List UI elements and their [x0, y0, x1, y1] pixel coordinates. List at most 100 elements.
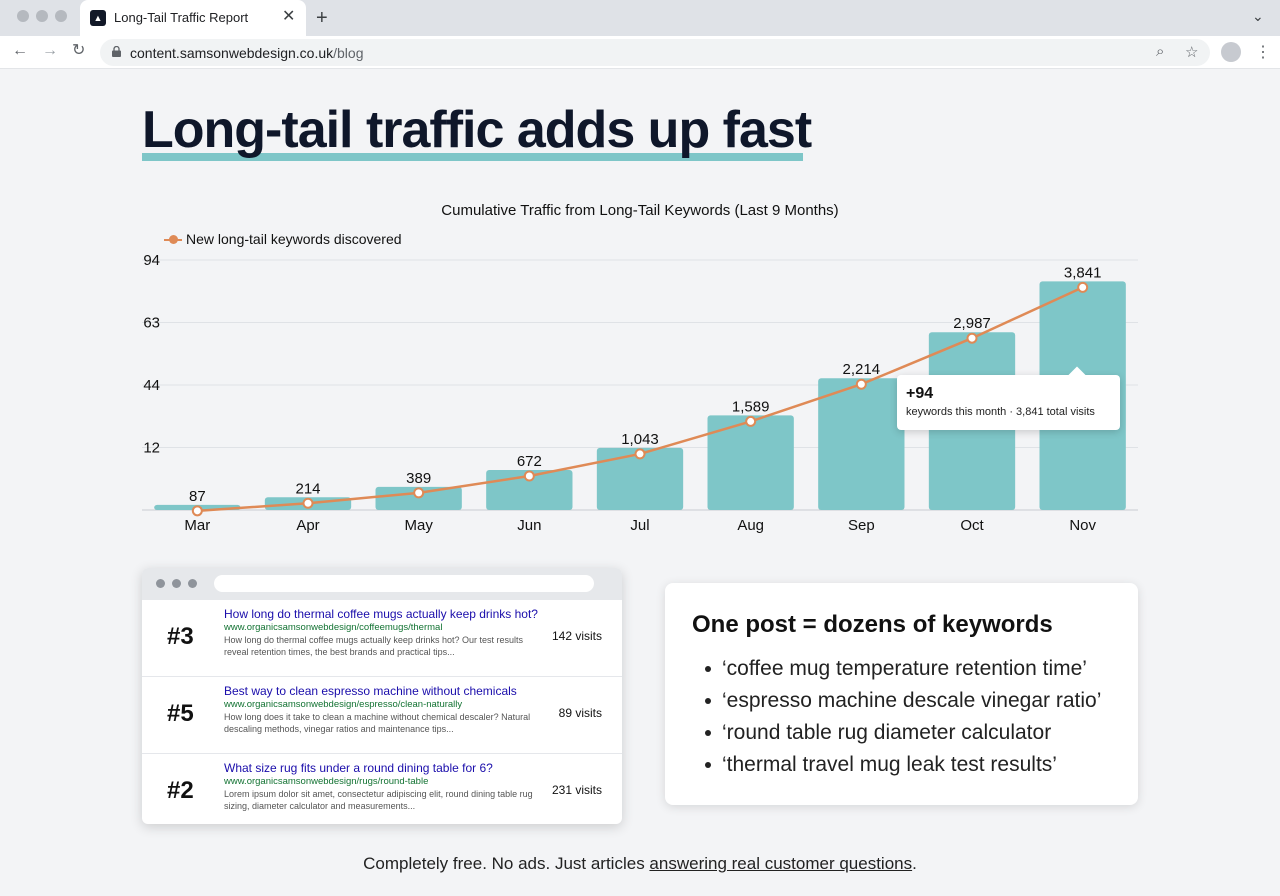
- mock-window-dot: [172, 579, 181, 588]
- bullet-icon: [705, 730, 711, 736]
- search-result[interactable]: #5 Best way to clean espresso machine wi…: [142, 678, 622, 754]
- x-tick-label: Oct: [960, 517, 984, 534]
- star-icon[interactable]: ☆: [1185, 44, 1199, 61]
- footer-link[interactable]: answering real customer questions: [649, 854, 913, 873]
- favicon-icon: ▲: [90, 10, 106, 26]
- keywords-card-title: One post = dozens of keywords: [692, 611, 1053, 638]
- x-tick-label: Sep: [848, 517, 875, 534]
- result-url: www.organicsamsonwebdesign/rugs/round-ta…: [224, 776, 429, 787]
- data-label: 389: [406, 470, 431, 487]
- footer-text: Completely free. No ads. Just articles: [363, 854, 650, 873]
- chart-tooltip: +94 keywords this month · 3,841 total vi…: [897, 366, 1120, 430]
- url-text: content.samsonwebdesign.co.uk/blog: [130, 45, 363, 61]
- chart-title: Cumulative Traffic from Long-Tail Keywor…: [441, 202, 839, 219]
- headline-underline: [142, 153, 803, 161]
- line-point: [855, 378, 867, 390]
- browser-tab-bar: ▲ Long-Tail Traffic Report ✕ + ⌄: [0, 0, 1280, 36]
- bullet-icon: [705, 698, 711, 704]
- data-label: 672: [517, 453, 542, 470]
- url-path: /blog: [333, 45, 364, 61]
- window-close-dot[interactable]: [17, 10, 29, 22]
- mock-browser-bar: [142, 568, 622, 600]
- x-tick-label: Aug: [737, 517, 764, 534]
- keyword-text: ‘thermal travel mug leak test results’: [722, 753, 1057, 776]
- line-point: [1077, 281, 1089, 293]
- window-minimize-dot[interactable]: [36, 10, 48, 22]
- data-label: 3,841: [1064, 264, 1102, 281]
- url-host: content.samsonwebdesign.co.uk: [130, 45, 334, 61]
- keyword-text: ‘espresso machine descale vinegar ratio’: [722, 689, 1102, 712]
- result-snippet: Lorem ipsum dolor sit amet, consectetur …: [224, 789, 533, 811]
- result-rank: #5: [167, 700, 194, 727]
- result-title[interactable]: Best way to clean espresso machine witho…: [224, 684, 517, 698]
- new-tab-icon[interactable]: +: [316, 7, 328, 29]
- keywords-card: One post = dozens of keywords ‘coffee mu…: [665, 583, 1138, 805]
- forward-arrow-icon[interactable]: →: [42, 42, 58, 59]
- data-label: 2,987: [953, 315, 991, 332]
- x-tick-label: May: [404, 517, 433, 534]
- chevron-down-icon[interactable]: ⌄: [1252, 8, 1264, 24]
- tooltip-value: +94: [906, 385, 934, 402]
- line-point: [191, 505, 203, 517]
- keyword-text: ‘round table rug diameter calculator: [722, 721, 1052, 744]
- page-headline: Long-tail traffic adds up fast: [142, 101, 812, 159]
- magnifier-icon[interactable]: ⌕: [1156, 43, 1165, 60]
- search-results-mockup: #3 How long do thermal coffee mugs actua…: [142, 568, 622, 824]
- line-point: [523, 470, 535, 482]
- data-label: 214: [295, 480, 320, 497]
- x-tick-label: Nov: [1069, 517, 1096, 534]
- data-label: 2,214: [843, 361, 881, 378]
- line-point: [634, 448, 646, 460]
- result-visits: 142 visits: [551, 629, 602, 643]
- data-label: 1,043: [621, 431, 659, 448]
- browser-tab[interactable]: ▲ Long-Tail Traffic Report ✕: [80, 0, 306, 36]
- y-tick-label: 94: [143, 252, 160, 269]
- chart-bar: [596, 447, 684, 510]
- legend-label: New long-tail keywords discovered: [186, 231, 402, 247]
- kebab-menu-icon[interactable]: ⋮: [1255, 44, 1271, 61]
- chart-bar: [707, 415, 794, 510]
- mock-url-bar: [214, 575, 594, 592]
- y-tick-label: 44: [143, 377, 160, 394]
- mock-window-dot: [156, 579, 165, 588]
- y-tick-label: 63: [143, 315, 160, 332]
- x-tick-label: Mar: [184, 517, 210, 534]
- window-maximize-dot[interactable]: [55, 10, 67, 22]
- result-rank: #3: [167, 623, 194, 650]
- tab-title: Long-Tail Traffic Report: [114, 10, 249, 25]
- lock-icon: [112, 46, 121, 57]
- result-url: www.organicsamsonwebdesign/espresso/clea…: [224, 699, 463, 710]
- close-tab-icon[interactable]: ✕: [282, 8, 296, 25]
- legend-dot-swatch: [169, 235, 178, 244]
- bullet-icon: [705, 666, 711, 672]
- line-point: [966, 332, 978, 344]
- line-point: [413, 487, 425, 499]
- result-title[interactable]: What size rug fits under a round dining …: [224, 761, 493, 775]
- reload-icon[interactable]: ↻: [72, 42, 86, 59]
- tooltip-text: keywords this month · 3,841 total visits: [906, 406, 1095, 418]
- result-snippet: How long do thermal coffee mugs actually…: [224, 635, 523, 657]
- x-tick-label: Jun: [517, 517, 541, 534]
- result-snippet: How long does it take to clean a machine…: [224, 712, 531, 734]
- data-label: 87: [189, 488, 206, 505]
- keyword-text: ‘coffee mug temperature retention time’: [722, 657, 1087, 680]
- y-tick-label: 12: [143, 440, 160, 457]
- mock-window-dot: [188, 579, 197, 588]
- address-bar: ← → ↻ content.samsonwebdesign.co.uk/blog…: [0, 36, 1280, 69]
- search-result[interactable]: #2 What size rug fits under a round dini…: [142, 755, 622, 824]
- x-tick-label: Jul: [630, 517, 649, 534]
- chart-bar: [818, 378, 905, 510]
- url-field[interactable]: content.samsonwebdesign.co.uk/blog ⌕ ☆: [100, 39, 1210, 66]
- line-point: [302, 497, 314, 509]
- search-result[interactable]: #3 How long do thermal coffee mugs actua…: [142, 601, 622, 677]
- result-visits: 89 visits: [558, 706, 602, 720]
- profile-icon[interactable]: [1221, 42, 1241, 62]
- chart-bar: [375, 486, 462, 510]
- result-rank: #2: [167, 777, 194, 804]
- footer-period: .: [912, 854, 917, 873]
- line-point: [745, 415, 757, 427]
- back-arrow-icon[interactable]: ←: [12, 42, 28, 59]
- result-url: www.organicsamsonwebdesign/coffeemugs/th…: [224, 622, 443, 633]
- result-title[interactable]: How long do thermal coffee mugs actually…: [224, 607, 538, 621]
- bullet-icon: [705, 762, 711, 768]
